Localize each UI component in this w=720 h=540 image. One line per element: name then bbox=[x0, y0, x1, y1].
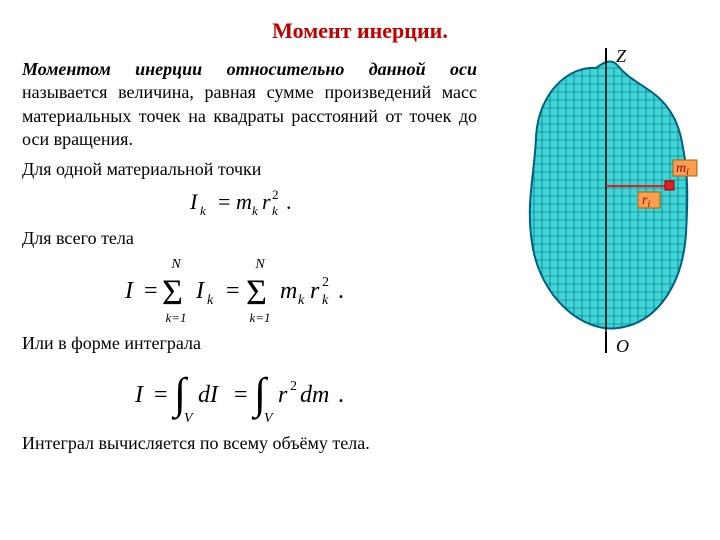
svg-text:I: I bbox=[124, 278, 134, 304]
svg-text:k=1: k=1 bbox=[165, 310, 186, 325]
svg-text:k: k bbox=[200, 203, 206, 218]
svg-text:r: r bbox=[310, 278, 320, 304]
mass-point-icon bbox=[665, 181, 674, 190]
svg-text:k: k bbox=[322, 293, 329, 308]
svg-text:.: . bbox=[286, 189, 292, 214]
page-title: Момент инерции. bbox=[22, 18, 698, 44]
svg-text:=: = bbox=[154, 382, 168, 408]
svg-text:I: I bbox=[134, 382, 144, 408]
svg-text:.: . bbox=[338, 382, 344, 408]
svg-text:k: k bbox=[207, 293, 214, 308]
p-whole-body: Для всего тела bbox=[22, 227, 477, 250]
svg-text:=: = bbox=[226, 278, 240, 304]
axis-label-z: Z bbox=[616, 48, 627, 66]
p-integral-note: Интеграл вычисляется по всему объёму тел… bbox=[22, 432, 477, 455]
svg-text:Σ: Σ bbox=[162, 272, 183, 312]
svg-text:.: . bbox=[338, 278, 344, 304]
definition-lead: Моментом инерции относительно данной оси bbox=[22, 59, 477, 79]
svg-text:=: = bbox=[144, 278, 158, 304]
definition-rest: называется величина, равная сумме произв… bbox=[22, 82, 477, 149]
p-single-point: Для одной материальной точки bbox=[22, 158, 477, 181]
svg-text:2: 2 bbox=[322, 275, 329, 290]
svg-text:r: r bbox=[262, 189, 271, 214]
svg-text:=: = bbox=[234, 382, 248, 408]
svg-text:Σ: Σ bbox=[246, 272, 267, 312]
text-column: Моментом инерции относительно данной оси… bbox=[22, 58, 477, 461]
svg-text:2: 2 bbox=[272, 187, 279, 202]
svg-text:dI: dI bbox=[198, 382, 219, 408]
svg-text:r: r bbox=[278, 382, 288, 408]
svg-text:N: N bbox=[170, 257, 181, 272]
svg-text:k: k bbox=[298, 293, 305, 308]
diagram: Z O mi ri bbox=[508, 48, 698, 358]
axis-label-o: O bbox=[616, 336, 629, 356]
formula-sum: I = N Σ k=1 I k = N Σ k=1 m k r k 2 . bbox=[22, 256, 477, 326]
svg-text:k=1: k=1 bbox=[249, 310, 270, 325]
svg-text:N: N bbox=[254, 257, 265, 272]
svg-text:m: m bbox=[236, 189, 252, 214]
definition-paragraph: Моментом инерции относительно данной оси… bbox=[22, 58, 477, 152]
svg-text:V: V bbox=[184, 411, 194, 426]
svg-text:k: k bbox=[252, 203, 258, 218]
svg-text:m: m bbox=[280, 278, 297, 304]
svg-text:=: = bbox=[218, 189, 230, 214]
svg-text:V: V bbox=[264, 411, 274, 426]
svg-text:dm: dm bbox=[300, 382, 329, 408]
svg-text:I: I bbox=[189, 189, 199, 214]
svg-text:k: k bbox=[272, 203, 278, 218]
svg-text:2: 2 bbox=[290, 379, 297, 394]
formula-integral: I = ∫ V dI = ∫ V r 2 dm . bbox=[22, 362, 477, 426]
svg-text:I: I bbox=[195, 278, 205, 304]
p-integral: Или в форме интеграла bbox=[22, 332, 477, 355]
formula-single-point: I k = m k r k 2 . bbox=[22, 187, 477, 221]
